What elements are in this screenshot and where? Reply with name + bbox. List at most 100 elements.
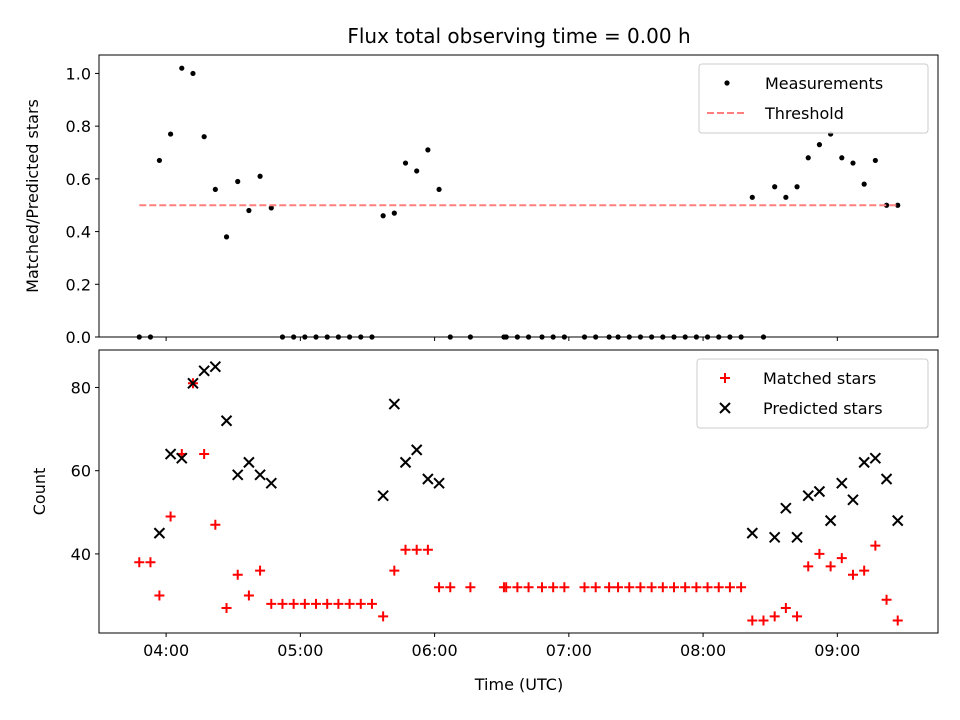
matched-star-point — [814, 548, 825, 559]
matched-star-point — [378, 611, 389, 622]
matched-star-point — [434, 582, 445, 593]
predicted-star-point — [187, 377, 199, 390]
y-tick-label: 0.0 — [66, 328, 91, 347]
count-ticks: 40 60 80 04:00 05:00 06:00 07:00 08:00 09:00 — [71, 378, 861, 660]
matched-star-point — [322, 598, 333, 609]
matched-star-point — [825, 561, 836, 572]
matched-star-point — [288, 598, 299, 609]
predicted-star-point — [880, 473, 893, 485]
matched-star-point — [780, 603, 791, 614]
measurement-point — [805, 155, 811, 161]
matched-star-point — [536, 582, 547, 593]
measurement-point — [850, 160, 856, 166]
measurement-point — [749, 194, 755, 200]
predicted-star-point — [858, 456, 870, 469]
predicted-star-point — [780, 502, 792, 514]
predicted-star-point — [164, 448, 177, 460]
predicted-star-point — [746, 527, 759, 539]
matched-star-point — [366, 598, 377, 609]
measurement-point — [772, 184, 778, 190]
count-legend: Matched stars Predicted stars — [696, 358, 929, 429]
measurement-point — [235, 178, 241, 185]
measurement-point — [190, 70, 196, 77]
predicted-star-point — [265, 477, 277, 489]
matched-star-point — [559, 582, 570, 593]
matched-star-point — [579, 582, 590, 593]
measurement-point — [156, 157, 163, 164]
predicted-star-point — [209, 360, 222, 373]
predicted-star-point — [254, 469, 266, 481]
ratio-axes-frame — [98, 54, 939, 338]
ratio-y-axis-label: Matched/Predicted stars — [23, 99, 42, 293]
chart-title: Flux total observing time = 0.00 h — [347, 24, 690, 48]
predicted-star-point — [410, 444, 423, 456]
measurement-point — [425, 147, 431, 153]
x-tick-label: 04:00 — [143, 641, 189, 660]
matched-star-point — [680, 582, 691, 593]
y-tick-label: 40 — [71, 545, 91, 564]
predicted-star-point — [422, 473, 434, 485]
matched-star-point — [232, 569, 243, 580]
legend-label: Predicted stars — [763, 399, 883, 418]
predicted-star-point — [892, 514, 904, 527]
measurement-point — [212, 186, 218, 193]
predicted-star-point — [153, 527, 166, 539]
matched-star-point — [724, 582, 735, 593]
x-axis-label: Time (UTC) — [474, 675, 563, 694]
matched-star-point — [803, 561, 814, 572]
measurement-point — [179, 65, 185, 71]
x-tick-label: 09:00 — [814, 641, 860, 660]
matched-star-point — [691, 582, 702, 593]
measurement-point — [883, 202, 890, 208]
measurement-point — [839, 155, 845, 161]
y-tick-label: 0.8 — [66, 117, 91, 136]
legend-label: Matched stars — [763, 369, 876, 388]
measurement-point — [246, 207, 252, 214]
predicted-star-point — [399, 456, 412, 469]
matched-star-point — [165, 511, 176, 522]
count-axes-frame — [98, 349, 939, 634]
measurement-point — [861, 181, 867, 187]
matched-star-point — [199, 449, 210, 460]
matched-star-point — [411, 544, 422, 555]
y-tick-label: 60 — [71, 462, 91, 481]
legend-marker — [724, 80, 730, 86]
matched-star-point — [624, 582, 635, 593]
measurement-point — [414, 168, 420, 174]
measurement-point — [436, 186, 442, 193]
legend-box — [698, 63, 929, 134]
matched-star-point — [847, 569, 858, 580]
matched-star-point — [613, 582, 624, 593]
count-y-axis-label: Count — [30, 468, 49, 516]
measurement-point — [402, 160, 409, 166]
predicted-star-point — [802, 489, 814, 502]
measurement-point — [268, 205, 274, 211]
matched-star-point — [836, 553, 847, 564]
measurement-point — [380, 213, 386, 219]
legend-marker — [720, 373, 730, 383]
ratio-panel: 0.0 0.2 0.4 0.6 0.8 1.0 Matched/Predicted sta… — [23, 54, 939, 347]
ratio-ticks: 0.0 0.2 0.4 0.6 0.8 1.0 — [66, 64, 838, 347]
matched-star-point — [389, 565, 400, 576]
x-tick-label: 08:00 — [680, 641, 726, 660]
legend-label: Threshold — [764, 104, 844, 123]
measurement-point — [167, 131, 174, 137]
matched-star-point — [523, 582, 534, 593]
matched-star-point — [713, 582, 724, 593]
matched-star-point — [344, 598, 355, 609]
x-tick-label: 07:00 — [546, 641, 592, 660]
y-tick-label: 80 — [71, 378, 91, 397]
legend-label: Measurements — [765, 74, 883, 93]
matched-star-point — [255, 565, 266, 576]
matched-star-point — [702, 582, 713, 593]
predicted-star-point — [243, 456, 255, 469]
matched-star-point — [422, 544, 433, 555]
measurement-point — [794, 184, 800, 190]
matched-star-point — [277, 598, 288, 609]
measurement-point — [201, 134, 207, 140]
matched-star-point — [355, 598, 366, 609]
matched-star-point — [668, 582, 679, 593]
y-tick-label: 0.4 — [66, 223, 91, 242]
measurement-point — [895, 202, 901, 208]
matched-star-point — [311, 598, 322, 609]
